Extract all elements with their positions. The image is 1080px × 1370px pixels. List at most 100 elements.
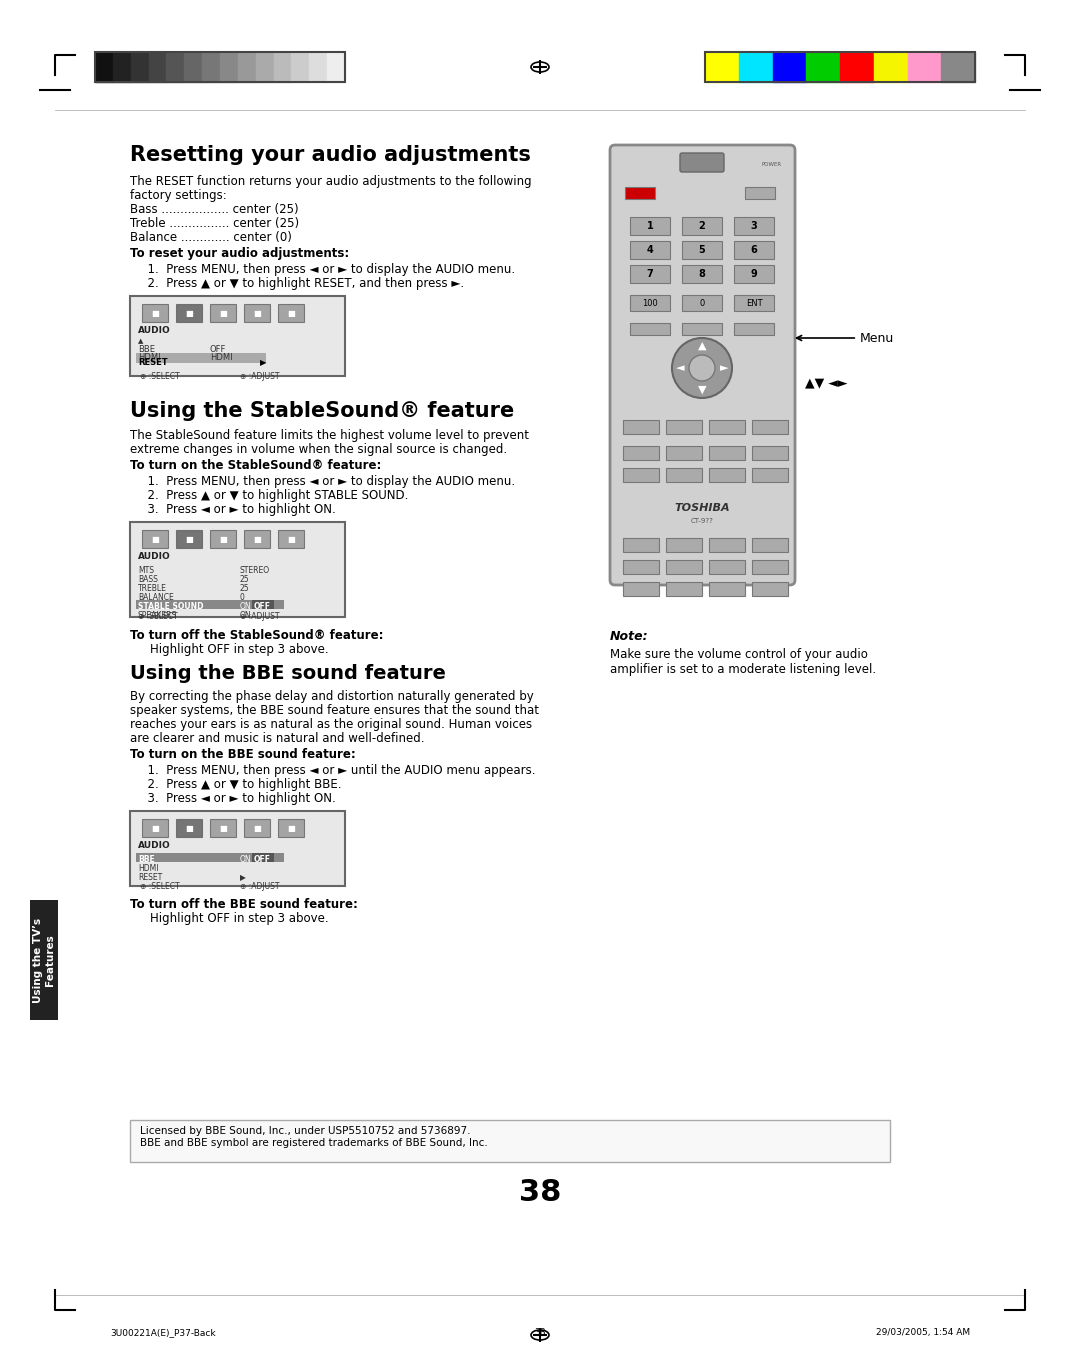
Bar	[176, 819, 202, 837]
Bar	[752, 421, 788, 434]
Bar	[708, 421, 745, 434]
Bar	[30, 900, 58, 1021]
Bar	[708, 447, 745, 460]
Text: To turn off the BBE sound feature:: To turn off the BBE sound feature:	[130, 897, 357, 911]
Bar	[708, 538, 745, 552]
Bar	[705, 52, 975, 82]
Bar	[623, 469, 659, 482]
Text: 8: 8	[699, 269, 705, 279]
Bar	[630, 216, 670, 236]
Bar	[630, 323, 670, 336]
Text: ON: ON	[240, 611, 252, 621]
Bar	[752, 469, 788, 482]
Text: AUDIO: AUDIO	[138, 841, 171, 849]
Text: ■: ■	[287, 823, 295, 833]
Text: ENT: ENT	[745, 299, 762, 307]
Text: BBE: BBE	[138, 345, 156, 353]
Bar	[95, 52, 112, 82]
Bar	[176, 304, 202, 322]
FancyBboxPatch shape	[610, 145, 795, 585]
Text: CT-9??: CT-9??	[690, 518, 714, 523]
Text: 100: 100	[643, 299, 658, 307]
Text: 25: 25	[240, 575, 249, 584]
Text: RESET: RESET	[138, 873, 162, 882]
Bar	[278, 304, 303, 322]
Text: ⊕ :ADJUST: ⊕ :ADJUST	[240, 373, 280, 381]
Text: HDMI: HDMI	[210, 353, 232, 362]
Bar	[309, 52, 327, 82]
Text: ▶: ▶	[260, 358, 267, 367]
Bar	[210, 530, 237, 548]
Bar	[202, 52, 220, 82]
Text: ■: ■	[219, 534, 227, 544]
Text: ►: ►	[719, 363, 728, 373]
Text: 1.  Press MENU, then press ◄ or ► to display the AUDIO menu.: 1. Press MENU, then press ◄ or ► to disp…	[140, 475, 515, 488]
Text: 1.  Press MENU, then press ◄ or ► until the AUDIO menu appears.: 1. Press MENU, then press ◄ or ► until t…	[140, 764, 536, 777]
Text: AUDIO: AUDIO	[138, 326, 171, 336]
Text: Menu: Menu	[797, 332, 894, 344]
Text: 6: 6	[751, 245, 757, 255]
Text: Balance ............. center (0): Balance ............. center (0)	[130, 232, 292, 244]
Text: Using the BBE sound feature: Using the BBE sound feature	[130, 664, 446, 684]
Bar	[136, 353, 266, 363]
Bar	[327, 52, 345, 82]
Text: BALANCE: BALANCE	[138, 593, 174, 601]
Bar	[136, 600, 284, 610]
Bar	[630, 295, 670, 311]
Text: To turn on the BBE sound feature:: To turn on the BBE sound feature:	[130, 748, 355, 760]
Bar	[708, 582, 745, 596]
Text: ■: ■	[151, 534, 159, 544]
Text: Highlight OFF in step 3 above.: Highlight OFF in step 3 above.	[150, 643, 328, 656]
Text: Note:: Note:	[610, 630, 649, 643]
Text: ■: ■	[185, 823, 193, 833]
Bar	[623, 447, 659, 460]
Text: ⊕ :SELECT: ⊕ :SELECT	[140, 882, 179, 890]
Text: 3: 3	[751, 221, 757, 232]
Bar	[681, 323, 723, 336]
Text: AUDIO: AUDIO	[138, 552, 171, 560]
Bar	[708, 469, 745, 482]
Bar	[681, 264, 723, 284]
Bar	[95, 52, 345, 82]
Text: TOSHIBA: TOSHIBA	[674, 503, 730, 512]
Text: ■: ■	[185, 308, 193, 318]
Text: By correcting the phase delay and distortion naturally generated by: By correcting the phase delay and distor…	[130, 690, 534, 703]
Text: 7: 7	[647, 269, 653, 279]
Text: ⊕ :SELECT: ⊕ :SELECT	[138, 612, 177, 621]
Bar	[244, 530, 270, 548]
Bar	[623, 538, 659, 552]
Text: HDMI: HDMI	[138, 353, 161, 362]
Bar	[666, 447, 702, 460]
Bar	[666, 538, 702, 552]
Bar	[752, 582, 788, 596]
Text: 3.  Press ◄ or ► to highlight ON.: 3. Press ◄ or ► to highlight ON.	[140, 503, 336, 516]
Text: OFF: OFF	[254, 601, 271, 611]
Text: 9: 9	[751, 269, 757, 279]
Text: RESET: RESET	[138, 358, 167, 367]
Bar	[840, 52, 874, 82]
Text: ■: ■	[185, 534, 193, 544]
Bar	[630, 241, 670, 259]
Text: SPEAKERS: SPEAKERS	[138, 611, 177, 621]
Bar	[745, 186, 775, 199]
Bar	[666, 469, 702, 482]
Text: POWER: POWER	[761, 162, 782, 167]
Bar	[166, 52, 185, 82]
Text: STABLE SOUND: STABLE SOUND	[138, 601, 203, 611]
Text: 3U00221A(E)_P37-Back: 3U00221A(E)_P37-Back	[110, 1328, 216, 1337]
Text: MTS: MTS	[138, 566, 154, 575]
Text: TREBLE: TREBLE	[138, 584, 167, 593]
Text: ◄: ◄	[676, 363, 685, 373]
Bar	[681, 241, 723, 259]
Text: 2.  Press ▲ or ▼ to highlight RESET, and then press ►.: 2. Press ▲ or ▼ to highlight RESET, and …	[140, 277, 464, 290]
Text: Using the StableSound® feature: Using the StableSound® feature	[130, 401, 514, 421]
Text: OFF: OFF	[210, 345, 227, 353]
Text: are clearer and music is natural and well-defined.: are clearer and music is natural and wel…	[130, 732, 424, 745]
Bar	[112, 52, 131, 82]
Text: reaches your ears is as natural as the original sound. Human voices: reaches your ears is as natural as the o…	[130, 718, 532, 732]
Text: Make sure the volume control of your audio
amplifier is set to a moderate listen: Make sure the volume control of your aud…	[610, 648, 876, 675]
Bar	[210, 304, 237, 322]
Bar	[278, 819, 303, 837]
Text: The RESET function returns your audio adjustments to the following: The RESET function returns your audio ad…	[130, 175, 531, 188]
Bar	[244, 304, 270, 322]
